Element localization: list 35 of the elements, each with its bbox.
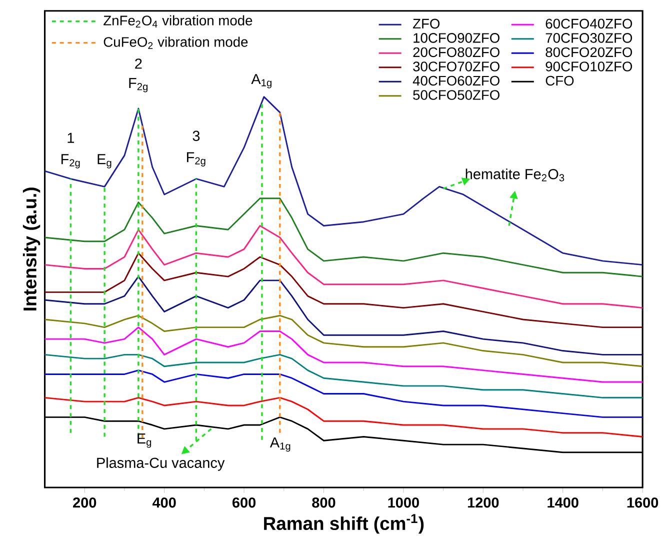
- text: 2: [135, 58, 142, 69]
- legend-label: CuFeO$_{2}$ vibration mode: [104, 36, 248, 49]
- legend-label: 60CFO40ZFO: [546, 18, 632, 28]
- legend-label: 80CFO20ZFO: [546, 47, 632, 58]
- annotation: 3: [192, 130, 200, 141]
- annotation: F$_{2g}$: [187, 152, 206, 166]
- legend-label: 40CFO60ZFO: [412, 76, 500, 86]
- annotation: F$_{2g}$: [61, 154, 80, 168]
- legend-label: ZFO: [413, 18, 440, 28]
- y-axis-title: Intensity (a.u.): [22, 188, 40, 310]
- annotation: 1: [68, 132, 74, 143]
- x-tick-label: 800: [312, 497, 336, 508]
- x-tick-label: 600: [232, 497, 256, 508]
- text: A$_{1g}$: [251, 74, 272, 88]
- legend-label: 30CFO70ZFO: [413, 61, 500, 72]
- x-tick-label: 1000: [388, 497, 419, 508]
- x-tick-label: 1200: [468, 497, 499, 508]
- x-tick-label: 1600: [627, 497, 658, 508]
- x-tick-label: 1400: [548, 497, 578, 508]
- x-tick-label: 200: [73, 497, 96, 508]
- legend-label: 50CFO50ZFO: [413, 90, 500, 100]
- legend-label: 90CFO10ZFO: [546, 61, 632, 72]
- x-axis-title: Raman shift (cm$^{-1}$): [264, 514, 424, 534]
- legend-label: 10CFO90ZFO: [414, 32, 500, 43]
- text: F$_{2g}$: [129, 78, 148, 92]
- annotation: E$_{g}$: [138, 433, 152, 448]
- legend-label: CFO: [546, 76, 574, 86]
- legend-label: ZnFe$_{2}$O$_{4}$ vibration mode: [104, 15, 252, 28]
- annotation: Plasma-Cu vacancy: [97, 457, 225, 471]
- annotation: A$_{1g}$: [270, 437, 290, 452]
- annotation: hematite Fe$_{2}$O$_{3}$: [466, 168, 564, 182]
- x-tick-label: 400: [152, 497, 176, 508]
- annotation: E$_{g}$: [98, 154, 112, 168]
- legend-label: 70CFO30ZFO: [546, 32, 632, 43]
- legend-label: 20CFO80ZFO: [413, 47, 500, 58]
